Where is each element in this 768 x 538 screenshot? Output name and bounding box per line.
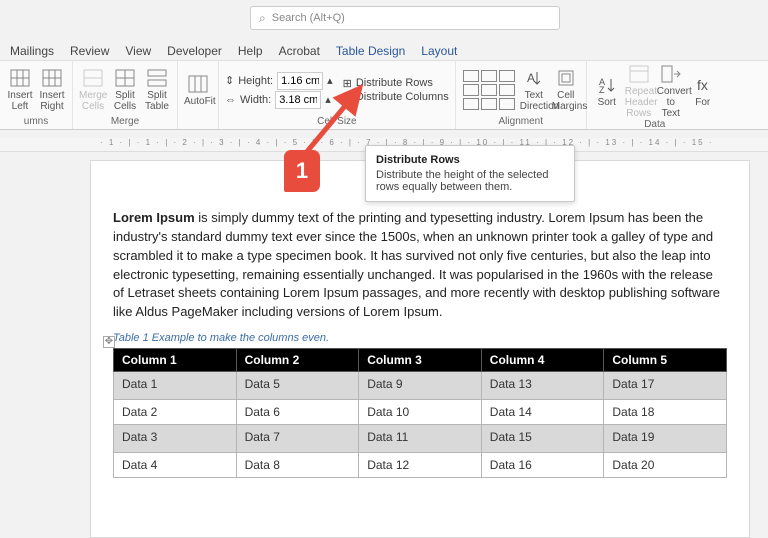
group-label-merge: Merge [111, 116, 139, 129]
text-direction-button[interactable]: AText Direction [520, 68, 548, 112]
width-input[interactable] [275, 91, 321, 109]
content-table[interactable]: Column 1 Column 2 Column 3 Column 4 Colu… [113, 348, 727, 478]
group-autofit: AutoFit [178, 61, 219, 129]
group-label-alignment: Alignment [499, 116, 543, 129]
search-box[interactable]: ⌕ Search (Alt+Q) [250, 6, 560, 30]
group-merge: Merge Cells Split Cells Split Table Merg… [73, 61, 178, 129]
group-rows-columns: Insert Left Insert Right umns [0, 61, 73, 129]
merge-cells-button[interactable]: Merge Cells [79, 68, 107, 112]
align-bc[interactable] [481, 98, 497, 110]
col-header[interactable]: Column 5 [604, 349, 727, 372]
group-data: AZSort Repeat Header Rows Convert to Tex… [587, 61, 723, 129]
table-cell[interactable]: Data 3 [114, 425, 237, 453]
table-cell[interactable]: Data 1 [114, 372, 237, 400]
table-cell[interactable]: Data 19 [604, 425, 727, 453]
align-ml[interactable] [463, 84, 479, 96]
tab-view[interactable]: View [123, 42, 153, 62]
svg-text:Z: Z [599, 85, 605, 95]
table-cell[interactable]: Data 15 [481, 425, 604, 453]
annotation-callout: 1 [284, 150, 320, 192]
table-cell[interactable]: Data 6 [236, 400, 359, 425]
insert-left-button[interactable]: Insert Left [6, 68, 34, 112]
insert-right-button[interactable]: Insert Right [38, 68, 66, 112]
align-tc[interactable] [481, 70, 497, 82]
sort-button[interactable]: AZSort [593, 75, 621, 108]
tab-mailings[interactable]: Mailings [8, 42, 56, 62]
table-cell[interactable]: Data 9 [359, 372, 482, 400]
split-cells-button[interactable]: Split Cells [111, 68, 139, 112]
tooltip-title: Distribute Rows [376, 154, 564, 166]
col-header[interactable]: Column 3 [359, 349, 482, 372]
group-cell-size: ⇕ Height: ▴ ⇔ Width: ▴ ⊞Distribute Rows … [219, 61, 456, 129]
tab-table-design[interactable]: Table Design [334, 42, 407, 62]
group-label-cellsize: Cell Size [317, 116, 356, 129]
tooltip-distribute-rows: Distribute Rows Distribute the height of… [365, 145, 575, 202]
align-mc[interactable] [481, 84, 497, 96]
table-cell[interactable]: Data 4 [114, 453, 237, 478]
search-icon: ⌕ [259, 11, 266, 26]
search-placeholder: Search (Alt+Q) [272, 12, 345, 24]
table-cell[interactable]: Data 2 [114, 400, 237, 425]
table-move-handle[interactable]: ✥ [103, 336, 115, 348]
width-icon: ⇔ [225, 94, 236, 106]
align-mr[interactable] [499, 84, 515, 96]
spinner-icon[interactable]: ▴ [325, 93, 331, 106]
group-label-data: Data [644, 119, 665, 132]
ribbon: Insert Left Insert Right umns Merge Cell… [0, 60, 768, 130]
split-table-button[interactable]: Split Table [143, 68, 171, 112]
align-bl[interactable] [463, 98, 479, 110]
tab-help[interactable]: Help [236, 42, 265, 62]
table-cell[interactable]: Data 12 [359, 453, 482, 478]
col-header[interactable]: Column 4 [481, 349, 604, 372]
tab-layout[interactable]: Layout [419, 42, 459, 62]
repeat-header-button[interactable]: Repeat Header Rows [625, 64, 653, 119]
table-cell[interactable]: Data 8 [236, 453, 359, 478]
svg-text:A: A [527, 71, 535, 85]
formula-button[interactable]: fxFor [689, 75, 717, 108]
tooltip-body: Distribute the height of the selected ro… [376, 169, 564, 193]
table-cell[interactable]: Data 7 [236, 425, 359, 453]
height-input[interactable] [277, 72, 323, 90]
tab-acrobat[interactable]: Acrobat [277, 42, 322, 62]
table-cell[interactable]: Data 20 [604, 453, 727, 478]
group-alignment: AText Direction Cell Margins Alignment [456, 61, 587, 129]
row-height: ⇕ Height: ▴ [225, 72, 333, 90]
table-cell[interactable]: Data 14 [481, 400, 604, 425]
autofit-button[interactable]: AutoFit [184, 74, 212, 107]
table-cell[interactable]: Data 13 [481, 372, 604, 400]
table-cell[interactable]: Data 16 [481, 453, 604, 478]
cell-margins-button[interactable]: Cell Margins [552, 68, 580, 112]
distribute-columns-button[interactable]: ⊞Distribute Columns [343, 91, 449, 104]
table-cell[interactable]: Data 10 [359, 400, 482, 425]
table-cell[interactable]: Data 17 [604, 372, 727, 400]
height-icon: ⇕ [225, 74, 234, 87]
tab-developer[interactable]: Developer [165, 42, 224, 62]
svg-text:fx: fx [697, 77, 708, 93]
dist-cols-icon: ⊞ [343, 91, 352, 104]
col-header[interactable]: Column 2 [236, 349, 359, 372]
distribute-rows-button[interactable]: ⊞Distribute Rows [343, 77, 449, 90]
col-header[interactable]: Column 1 [114, 349, 237, 372]
row-width: ⇔ Width: ▴ [225, 91, 333, 109]
table-cell[interactable]: Data 18 [604, 400, 727, 425]
table-caption: Table 1 Example to make the columns even… [113, 332, 727, 344]
spinner-icon[interactable]: ▴ [327, 74, 333, 87]
align-tr[interactable] [499, 70, 515, 82]
document-page: Lorem Ipsum is simply dummy text of the … [90, 160, 750, 538]
body-paragraph: Lorem Ipsum is simply dummy text of the … [113, 209, 727, 322]
table-cell[interactable]: Data 11 [359, 425, 482, 453]
align-tl[interactable] [463, 70, 479, 82]
tab-review[interactable]: Review [68, 42, 111, 62]
table-cell[interactable]: Data 5 [236, 372, 359, 400]
group-label-rows: umns [24, 116, 48, 129]
convert-to-text-button[interactable]: Convert to Text [657, 64, 685, 119]
ribbon-tabs: Mailings Review View Developer Help Acro… [8, 42, 459, 62]
align-br[interactable] [499, 98, 515, 110]
dist-rows-icon: ⊞ [343, 77, 352, 90]
